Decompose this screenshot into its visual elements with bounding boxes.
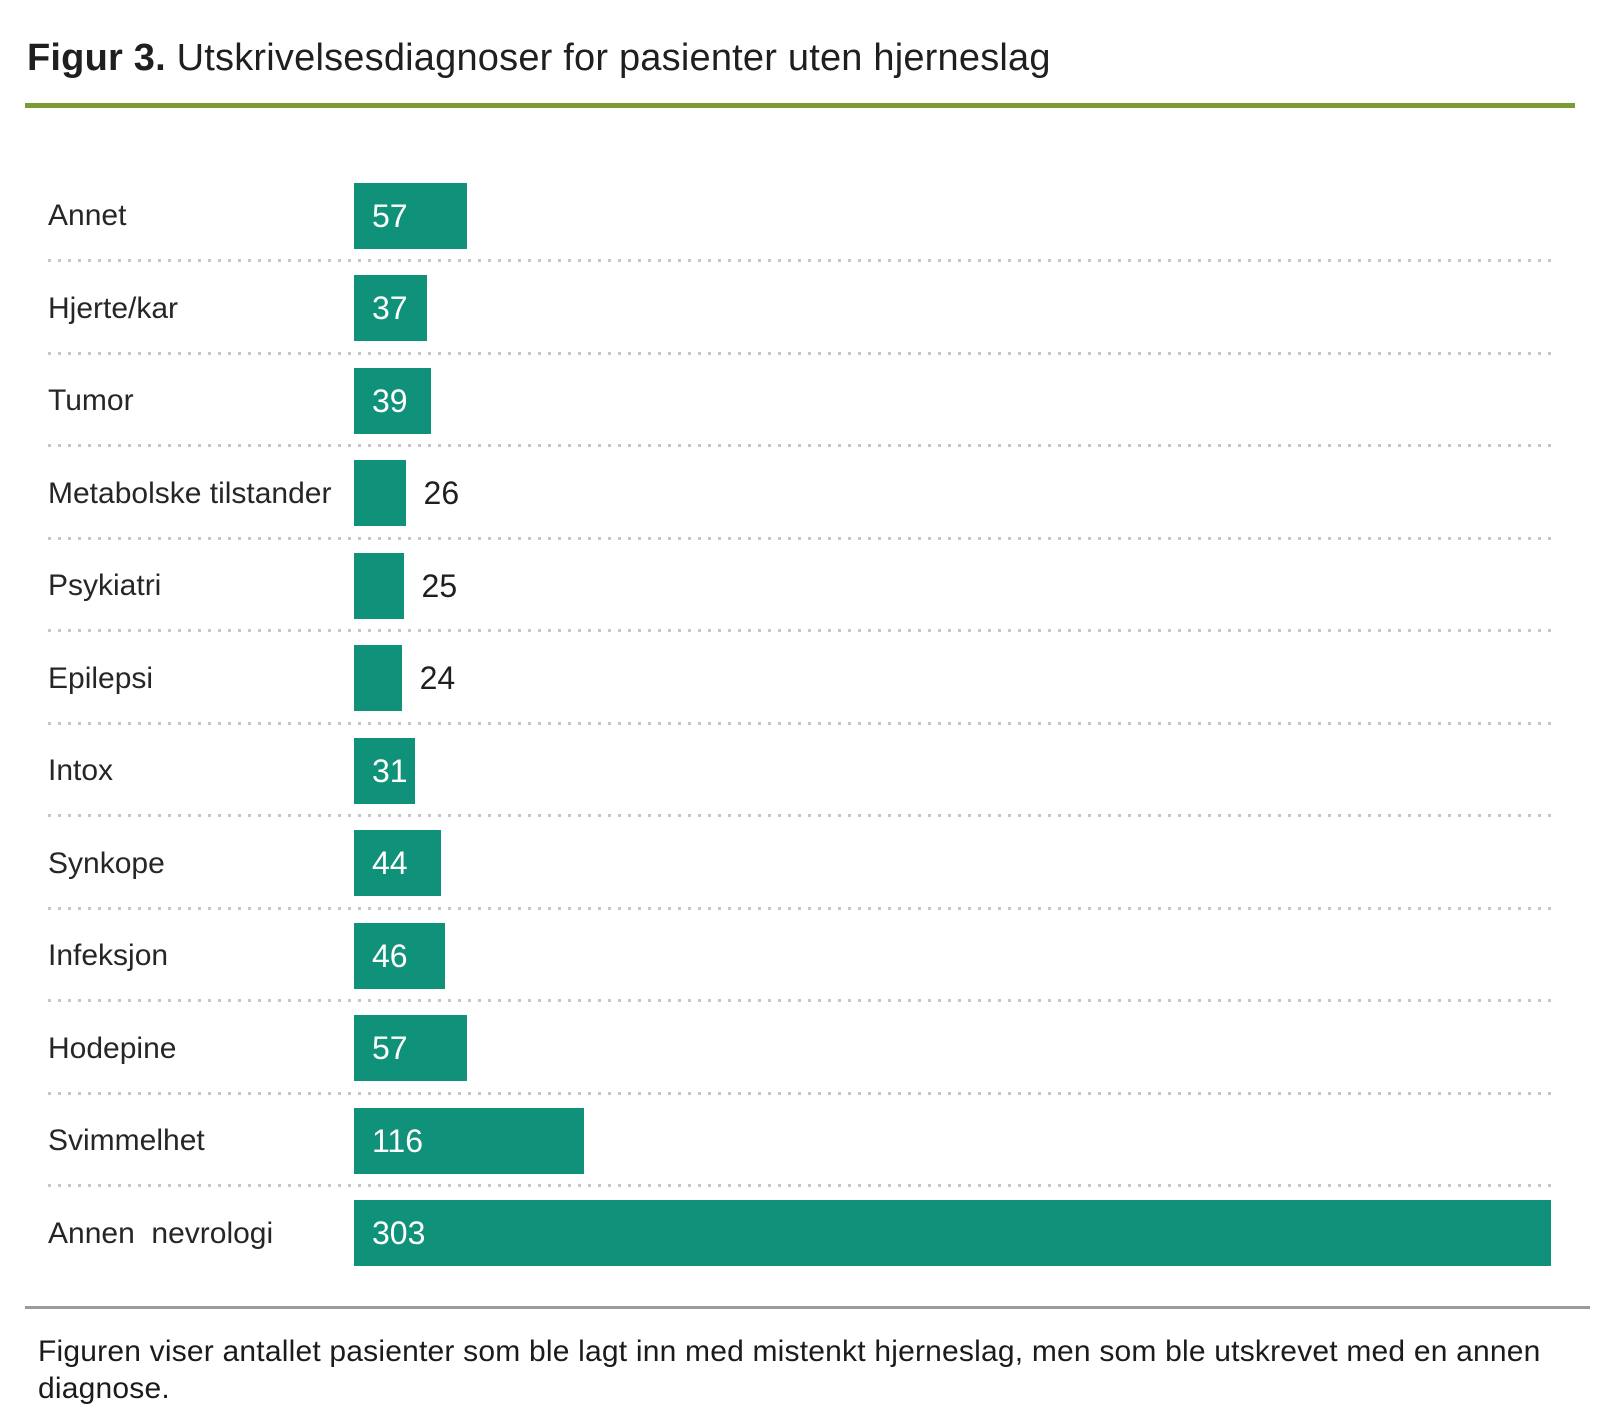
figure-title: Figur 3. Utskrivelsesdiagnoser for pasie… (0, 0, 1600, 82)
chart-baseline (25, 1305, 1590, 1309)
bar-row: Synkope 44 (48, 817, 1551, 910)
bar: 57 (354, 182, 467, 249)
bar-row: Epilepsi 24 (48, 632, 1551, 725)
value-label: 25 (421, 567, 458, 604)
category-label: Synkope (48, 846, 165, 880)
bar: 39 (354, 367, 432, 434)
bar: 303 (354, 1200, 1551, 1267)
bar: 31 (354, 737, 416, 804)
bar-row: Annen nevrologi 303 (48, 1187, 1551, 1280)
bar: 37 (354, 275, 428, 342)
value-label: 57 (372, 197, 408, 234)
figure-number: Figur 3. (27, 37, 166, 79)
bar: 116 (354, 1107, 584, 1174)
bar-row: Psykiatri 25 (48, 540, 1551, 633)
bar-row: Hodepine 57 (48, 1002, 1551, 1095)
value-label: 31 (372, 752, 408, 789)
bar-row: Tumor 39 (48, 355, 1551, 448)
horizontal-bar-chart: Annet 57 Hjerte/kar 37 Tumor 39 Metabolske til… (48, 170, 1551, 1280)
bar-row: Metabolske tilstander 26 (48, 447, 1551, 540)
bar (354, 645, 402, 712)
category-label: Hodepine (48, 1031, 177, 1065)
bar-row: Intox 31 (48, 725, 1551, 818)
bar (354, 460, 406, 527)
category-label: Annet (48, 199, 127, 233)
value-label: 116 (372, 1122, 424, 1159)
bar: 44 (354, 830, 442, 897)
bar-area: 57 (354, 182, 1551, 249)
value-label: 44 (372, 845, 408, 882)
category-label: Infeksjon (48, 939, 169, 973)
category-label: Intox (48, 754, 114, 788)
bar-area: 31 (354, 737, 1551, 804)
bar-area: 57 (354, 1015, 1551, 1082)
title-divider-line (25, 102, 1575, 108)
bar: 46 (354, 922, 446, 989)
figure-caption: Figuren viser antallet pasienter som ble… (38, 1334, 1541, 1406)
bar-row: Hjerte/kar 37 (48, 262, 1551, 355)
category-label: Tumor (48, 384, 134, 418)
bar-area: 26 (354, 460, 1551, 527)
bar-row: Infeksjon 46 (48, 910, 1551, 1003)
category-label: Epilepsi (48, 661, 154, 695)
bar-area: 46 (354, 922, 1551, 989)
value-label: 39 (372, 382, 408, 419)
bar-area: 37 (354, 275, 1551, 342)
bar-area: 24 (354, 645, 1551, 712)
value-label: 303 (372, 1215, 426, 1252)
bar-row: Svimmelhet 116 (48, 1095, 1551, 1188)
category-label: Psykiatri (48, 569, 162, 603)
value-label: 46 (372, 937, 408, 974)
bar-area: 39 (354, 367, 1551, 434)
bar-area: 44 (354, 830, 1551, 897)
bar-area: 116 (354, 1107, 1551, 1174)
bar-area: 303 (354, 1200, 1551, 1267)
category-label: Annen nevrologi (48, 1216, 274, 1250)
bar-row: Annet 57 (48, 170, 1551, 263)
value-label: 57 (372, 1030, 408, 1067)
value-label: 37 (372, 290, 408, 327)
value-label: 24 (419, 660, 456, 697)
category-label: Metabolske tilstander (48, 476, 332, 510)
bar: 57 (354, 1015, 467, 1082)
category-label: Hjerte/kar (48, 291, 179, 325)
bar-area: 25 (354, 552, 1551, 619)
bar (354, 552, 404, 619)
value-label: 26 (423, 475, 460, 512)
category-label: Svimmelhet (48, 1124, 205, 1158)
figure-title-text: Utskrivelsesdiagnoser for pasienter uten… (176, 37, 1051, 79)
